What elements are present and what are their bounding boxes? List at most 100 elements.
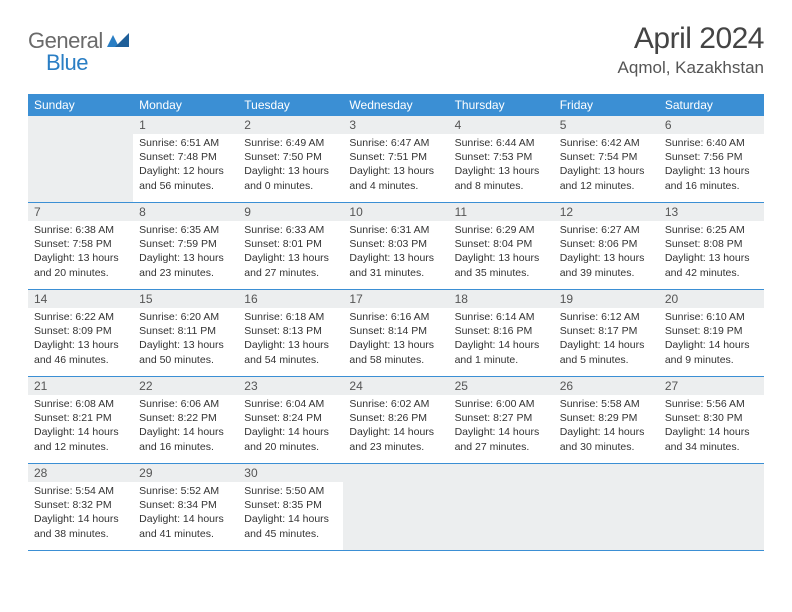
daylight1-text: Daylight: 12 hours [139,164,232,178]
daylight2-text: and 4 minutes. [349,179,442,193]
day-cell: 14Sunrise: 6:22 AMSunset: 8:09 PMDayligh… [28,290,133,376]
day-number [343,464,448,482]
daylight2-text: and 56 minutes. [139,179,232,193]
day-cell: 18Sunrise: 6:14 AMSunset: 8:16 PMDayligh… [449,290,554,376]
day-cell: 19Sunrise: 6:12 AMSunset: 8:17 PMDayligh… [554,290,659,376]
daylight1-text: Daylight: 13 hours [349,338,442,352]
sunrise-text: Sunrise: 5:56 AM [665,397,758,411]
sunset-text: Sunset: 7:59 PM [139,237,232,251]
daylight2-text: and 31 minutes. [349,266,442,280]
day-details: Sunrise: 6:00 AMSunset: 8:27 PMDaylight:… [449,395,554,458]
day-number: 12 [554,203,659,221]
sunset-text: Sunset: 8:29 PM [560,411,653,425]
day-details: Sunrise: 6:49 AMSunset: 7:50 PMDaylight:… [238,134,343,197]
daylight1-text: Daylight: 14 hours [560,425,653,439]
day-cell: 16Sunrise: 6:18 AMSunset: 8:13 PMDayligh… [238,290,343,376]
day-cell: 17Sunrise: 6:16 AMSunset: 8:14 PMDayligh… [343,290,448,376]
sunset-text: Sunset: 8:09 PM [34,324,127,338]
day-cell [343,464,448,550]
sunset-text: Sunset: 8:08 PM [665,237,758,251]
day-details [28,134,133,140]
day-details: Sunrise: 6:47 AMSunset: 7:51 PMDaylight:… [343,134,448,197]
day-details: Sunrise: 6:25 AMSunset: 8:08 PMDaylight:… [659,221,764,284]
daylight1-text: Daylight: 14 hours [139,425,232,439]
sunrise-text: Sunrise: 6:16 AM [349,310,442,324]
day-number: 9 [238,203,343,221]
sunset-text: Sunset: 8:16 PM [455,324,548,338]
sunrise-text: Sunrise: 6:22 AM [34,310,127,324]
sunset-text: Sunset: 8:21 PM [34,411,127,425]
day-details: Sunrise: 6:20 AMSunset: 8:11 PMDaylight:… [133,308,238,371]
day-number: 17 [343,290,448,308]
sunrise-text: Sunrise: 6:25 AM [665,223,758,237]
sunrise-text: Sunrise: 6:47 AM [349,136,442,150]
daylight2-text: and 12 minutes. [560,179,653,193]
sunrise-text: Sunrise: 6:18 AM [244,310,337,324]
daylight1-text: Daylight: 13 hours [244,338,337,352]
day-cell [28,116,133,202]
day-number: 19 [554,290,659,308]
calendar-grid: Sunday Monday Tuesday Wednesday Thursday… [28,94,764,551]
daylight2-text: and 38 minutes. [34,527,127,541]
day-number [659,464,764,482]
daylight2-text: and 27 minutes. [455,440,548,454]
daylight1-text: Daylight: 13 hours [349,251,442,265]
week-row: 7Sunrise: 6:38 AMSunset: 7:58 PMDaylight… [28,203,764,290]
sunset-text: Sunset: 8:27 PM [455,411,548,425]
day-number: 11 [449,203,554,221]
daylight1-text: Daylight: 14 hours [34,512,127,526]
daylight1-text: Daylight: 13 hours [665,251,758,265]
day-details: Sunrise: 5:56 AMSunset: 8:30 PMDaylight:… [659,395,764,458]
sunrise-text: Sunrise: 6:14 AM [455,310,548,324]
daylight1-text: Daylight: 14 hours [560,338,653,352]
day-number [554,464,659,482]
day-details: Sunrise: 5:50 AMSunset: 8:35 PMDaylight:… [238,482,343,545]
day-cell: 1Sunrise: 6:51 AMSunset: 7:48 PMDaylight… [133,116,238,202]
day-cell: 24Sunrise: 6:02 AMSunset: 8:26 PMDayligh… [343,377,448,463]
day-number: 21 [28,377,133,395]
sunrise-text: Sunrise: 6:44 AM [455,136,548,150]
day-details: Sunrise: 6:02 AMSunset: 8:26 PMDaylight:… [343,395,448,458]
sunrise-text: Sunrise: 6:35 AM [139,223,232,237]
sunset-text: Sunset: 7:54 PM [560,150,653,164]
sunset-text: Sunset: 7:48 PM [139,150,232,164]
day-details [343,482,448,488]
daylight2-text: and 8 minutes. [455,179,548,193]
day-cell: 13Sunrise: 6:25 AMSunset: 8:08 PMDayligh… [659,203,764,289]
day-cell: 8Sunrise: 6:35 AMSunset: 7:59 PMDaylight… [133,203,238,289]
sunrise-text: Sunrise: 6:33 AM [244,223,337,237]
daylight2-text: and 46 minutes. [34,353,127,367]
sunset-text: Sunset: 8:06 PM [560,237,653,251]
brand-name-2: Blue [46,50,88,75]
weekday-thu: Thursday [449,94,554,116]
daylight2-text: and 39 minutes. [560,266,653,280]
day-number [449,464,554,482]
sunset-text: Sunset: 7:51 PM [349,150,442,164]
daylight1-text: Daylight: 14 hours [455,338,548,352]
day-details: Sunrise: 6:42 AMSunset: 7:54 PMDaylight:… [554,134,659,197]
day-details: Sunrise: 6:40 AMSunset: 7:56 PMDaylight:… [659,134,764,197]
weekday-sun: Sunday [28,94,133,116]
sunrise-text: Sunrise: 6:06 AM [139,397,232,411]
sunrise-text: Sunrise: 5:58 AM [560,397,653,411]
sunrise-text: Sunrise: 6:04 AM [244,397,337,411]
weeks-container: 1Sunrise: 6:51 AMSunset: 7:48 PMDaylight… [28,116,764,551]
daylight1-text: Daylight: 14 hours [244,512,337,526]
sunrise-text: Sunrise: 6:42 AM [560,136,653,150]
daylight2-text: and 5 minutes. [560,353,653,367]
day-cell [554,464,659,550]
calendar-page: General April 2024 Aqmol, Kazakhstan Blu… [0,0,792,551]
sunrise-text: Sunrise: 6:51 AM [139,136,232,150]
day-number: 3 [343,116,448,134]
day-details: Sunrise: 6:22 AMSunset: 8:09 PMDaylight:… [28,308,133,371]
day-details: Sunrise: 6:16 AMSunset: 8:14 PMDaylight:… [343,308,448,371]
daylight2-text: and 45 minutes. [244,527,337,541]
sunset-text: Sunset: 7:50 PM [244,150,337,164]
daylight2-text: and 50 minutes. [139,353,232,367]
weekday-fri: Friday [554,94,659,116]
weekday-header-row: Sunday Monday Tuesday Wednesday Thursday… [28,94,764,116]
daylight1-text: Daylight: 13 hours [244,164,337,178]
day-cell: 4Sunrise: 6:44 AMSunset: 7:53 PMDaylight… [449,116,554,202]
day-cell: 6Sunrise: 6:40 AMSunset: 7:56 PMDaylight… [659,116,764,202]
daylight2-text: and 20 minutes. [244,440,337,454]
